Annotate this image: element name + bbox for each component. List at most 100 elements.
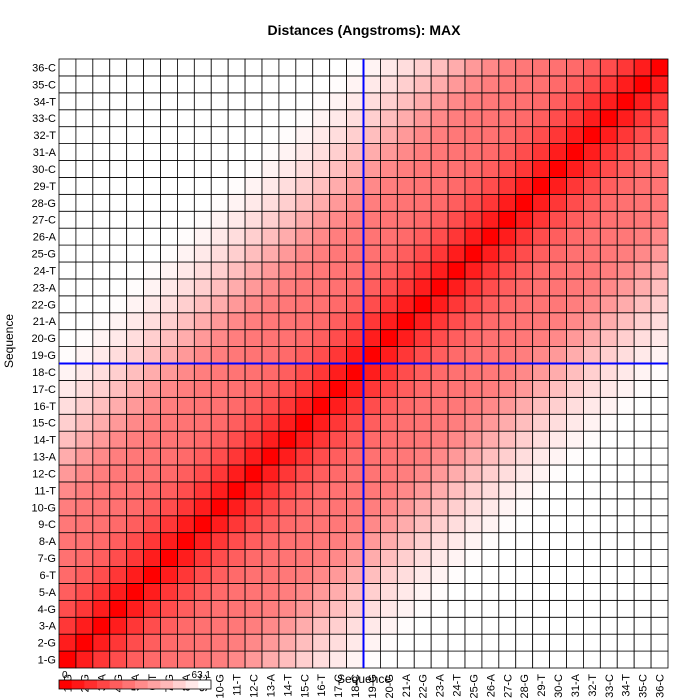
heatmap-cell: 7-G / 8-A [160,532,178,550]
heatmap-cell: 32-T / 13-A [583,447,601,466]
heatmap-cell: 7-G / 20-G [160,329,178,347]
heatmap-cell: 11-T / 8-A [227,532,246,550]
heatmap-cell: 22-G / 16-T [413,396,432,415]
heatmap-cell: 17-C / 33-C [329,109,347,128]
heatmap-cell: 34-T / 36-C [616,58,635,77]
heatmap-cell: 22-G / 31-A [413,143,432,161]
heatmap-cell: 35-C / 11-T [633,481,652,500]
color-scale-max-label: 63.1 [192,670,212,681]
heatmap-cell: 17-C / 14-T [329,430,347,449]
heatmap-cell: 18-C / 8-A [346,532,364,550]
heatmap-cell: 28-G / 14-T [515,430,534,449]
heatmap-cell: 22-G / 23-A [413,278,432,297]
heatmap-cell: 1-G / 25-G [58,244,77,263]
heatmap-cell: 16-T / 29-T [312,177,331,195]
heatmap-cell: 6-T / 33-C [143,109,161,128]
heatmap-cell: 3-A / 16-T [92,396,111,415]
heatmap-cell: 36-C / 12-C [650,464,669,483]
heatmap-cell: 33-C / 11-T [599,481,618,500]
heatmap-cell: 6-T / 17-C [143,380,161,398]
heatmap-cell: 23-A / 31-A [430,143,449,161]
heatmap-cell: 8-A / 10-G [177,498,195,517]
heatmap-cell: 34-T / 28-G [616,193,635,212]
heatmap-cell: 19-G / 1-G [363,650,381,669]
heatmap-cell: 33-C / 23-A [599,278,618,297]
heatmap-cell: 18-C / 25-G [346,244,364,263]
heatmap-cell: 15-C / 18-C [295,363,314,381]
heatmap-cell: 35-C / 32-T [633,126,652,144]
heatmap-cell: 6-T / 12-C [143,464,161,483]
heatmap-cell: 18-C / 2-G [346,633,364,652]
heatmap-cell: 32-T / 6-T [583,566,601,584]
heatmap-cell: 29-T / 4-G [532,599,550,618]
heatmap-cell: 5-A / 33-C [126,109,144,128]
heatmap-cell: 8-A / 35-C [177,75,195,94]
heatmap-cell: 13-A / 11-T [261,481,280,500]
heatmap-cell: 33-C / 22-G [599,295,618,314]
heatmap-cell: 25-G / 21-A [464,312,483,331]
heatmap-cell: 27-C / 3-A [498,616,517,635]
heatmap-cell: 1-G / 36-C [58,58,77,77]
heatmap-cell: 19-G / 36-C [363,58,381,77]
heatmap-cell: 4-G / 5-A [109,583,128,601]
heatmap-cell: 11-T / 34-T [227,92,246,111]
heatmap-cell: 7-G / 4-G [160,599,178,618]
heatmap-cell: 7-G / 31-A [160,143,178,161]
heatmap-cell: 2-G / 27-C [75,210,94,229]
heatmap-cell: 22-G / 30-C [413,160,432,178]
heatmap-cell: 15-C / 23-A [295,278,314,297]
heatmap-cell: 33-C / 16-T [599,396,618,415]
heatmap-cell: 34-T / 7-G [616,549,635,567]
heatmap-cell: 31-A / 6-T [566,566,584,584]
heatmap-cell: 15-C / 9-C [295,515,314,534]
heatmap-cell: 16-T / 21-A [312,312,331,331]
heatmap-cell: 11-T / 29-T [227,177,246,195]
heatmap-cell: 3-A / 18-C [92,363,111,381]
heatmap-cell: 7-G / 34-T [160,92,178,111]
heatmap-cell: 28-G / 20-G [515,329,534,347]
heatmap-cell: 35-C / 30-C [633,160,652,178]
heatmap-cell: 4-G / 29-T [109,177,128,195]
heatmap-cell: 35-C / 34-T [633,92,652,111]
heatmap-cell: 31-A / 4-G [566,599,584,618]
heatmap-cell: 29-T / 29-T [532,177,550,195]
heatmap-cell: 5-A / 27-C [126,210,144,229]
heatmap-cell: 4-G / 33-C [109,109,128,128]
heatmap-cell: 36-C / 9-C [650,515,669,534]
heatmap-cell: 17-C / 2-G [329,633,347,652]
heatmap-cell: 4-G / 25-G [109,244,128,263]
heatmap-cell: 14-T / 7-G [278,549,297,567]
heatmap-cell: 18-C / 26-A [346,227,364,246]
heatmap-cell: 28-G / 11-T [515,481,534,500]
heatmap-cell: 4-G / 21-A [109,312,128,331]
heatmap-cell: 29-T / 23-A [532,278,550,297]
heatmap-cell: 35-C / 25-G [633,244,652,263]
heatmap-cell: 35-C / 6-T [633,566,652,584]
heatmap-cell: 33-C / 4-G [599,599,618,618]
heatmap-cell: 1-G / 19-G [58,346,77,364]
heatmap-cell: 30-C / 13-A [549,447,567,466]
heatmap-cell: 1-G / 9-C [58,515,77,534]
y-tick-label: 28-G [32,198,56,210]
heatmap-cell: 18-C / 9-C [346,515,364,534]
heatmap-cell: 3-A / 9-C [92,515,111,534]
heatmap-cell: 20-G / 25-G [380,244,398,263]
heatmap-cell: 5-A / 31-A [126,143,144,161]
heatmap-cell: 29-T / 14-T [532,430,550,449]
heatmap-cell: 21-A / 5-A [396,583,415,601]
heatmap-cell: 28-G / 9-C [515,515,534,534]
heatmap-cell: 19-G / 32-T [363,126,381,144]
heatmap-cell: 18-C / 23-A [346,278,364,297]
heatmap-cell: 1-G / 1-G [58,650,77,669]
heatmap-cell: 12-C / 35-C [244,75,263,94]
x-tick-label: 32-T [587,674,599,697]
heatmap-cell: 7-G / 26-A [160,227,178,246]
heatmap-cell: 23-A / 1-G [430,650,449,669]
heatmap-cell: 31-A / 2-G [566,633,584,652]
heatmap-cell: 20-G / 15-C [380,413,398,432]
heatmap-cell: 18-C / 14-T [346,430,364,449]
heatmap-cell: 29-T / 28-G [532,193,550,212]
color-scale-border [58,679,212,690]
heatmap-cell: 21-A / 36-C [396,58,415,77]
